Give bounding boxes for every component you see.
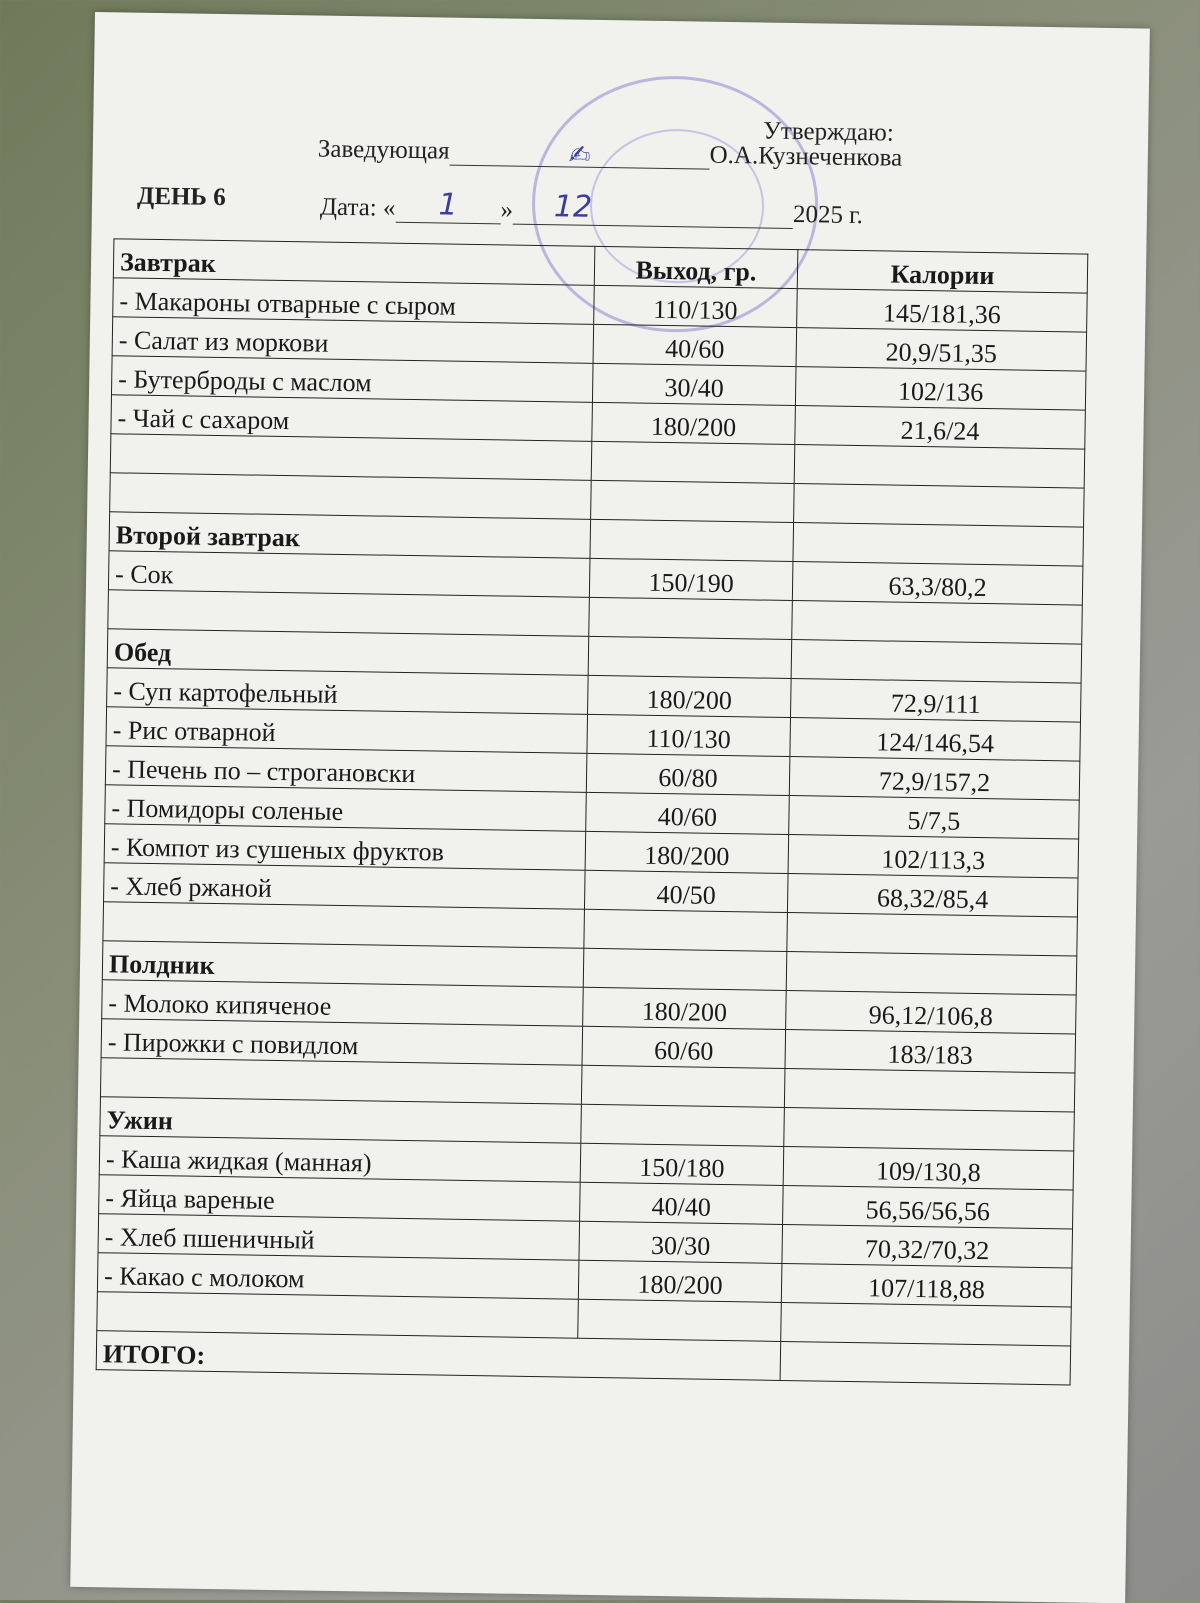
column-header-meal: Завтрак <box>113 238 595 286</box>
calories-value <box>783 1107 1075 1152</box>
total-value <box>780 1341 1071 1385</box>
calories-value: 56,56/56,56 <box>782 1185 1074 1230</box>
dish-name: - Каша жидкая (манная) <box>99 1135 581 1183</box>
signature: ✍ <box>568 140 591 171</box>
dish-name: - Пирожки с повидлом <box>101 1018 583 1066</box>
calories-value: 102/113,3 <box>788 834 1079 879</box>
calories-value <box>786 912 1078 957</box>
calories-value: 5/7,5 <box>788 795 1080 840</box>
yield-value: 40/50 <box>584 870 789 913</box>
yield-value: 150/190 <box>589 558 793 601</box>
yield-value: 60/80 <box>586 753 790 796</box>
dish-name: Ужин <box>99 1096 582 1144</box>
yield-value: 180/200 <box>578 1260 782 1303</box>
calories-value: 96,12/106,8 <box>785 990 1077 1035</box>
calories-value <box>784 1068 1075 1113</box>
calories-value: 124/146,54 <box>789 717 1081 762</box>
dish-name: - Суп картофельный <box>106 667 589 715</box>
dish-name: - Чай с сахаром <box>110 394 593 442</box>
menu-sheet: Утверждаю: Заведующая ✍ О.А.Кузнеченкова Д… <box>70 12 1150 1603</box>
yield-value <box>580 1104 785 1147</box>
yield-value <box>591 441 795 484</box>
yield-value: 40/40 <box>579 1182 784 1225</box>
calories-value: 72,9/157,2 <box>789 756 1080 801</box>
date-close: » <box>500 196 514 224</box>
dish-name: - Печень по – строгановски <box>105 745 587 793</box>
dish-name: Второй завтрак <box>109 511 591 559</box>
calories-value <box>791 639 1082 684</box>
yield-value: 110/130 <box>593 285 798 328</box>
date-line: Дата: « 1 » 12 2025 г. <box>320 186 863 231</box>
day-label: ДЕНЬ 6 <box>136 182 226 212</box>
signature-line: ✍ <box>449 138 710 171</box>
calories-value: 107/118,88 <box>781 1263 1072 1307</box>
yield-value: 40/60 <box>593 324 797 367</box>
calories-value: 109/130,8 <box>783 1146 1074 1191</box>
calories-value: 20,9/51,35 <box>796 327 1087 372</box>
yield-value <box>577 1299 782 1342</box>
dish-name: - Компот из сушеных фруктов <box>104 823 586 871</box>
yield-value: 60/60 <box>582 1026 786 1069</box>
dish-name: - Какао с молоком <box>97 1252 579 1300</box>
dish-name: - Бутерброды с маслом <box>111 355 594 403</box>
dish-name: - Рис отварной <box>105 706 588 754</box>
column-header-yield: Выход, гр. <box>594 246 798 289</box>
dish-name: Полдник <box>102 940 584 988</box>
calories-value: 183/183 <box>784 1029 1076 1074</box>
yield-value: 180/200 <box>582 987 787 1030</box>
yield-value: 30/40 <box>592 363 797 406</box>
calories-value <box>792 522 1084 567</box>
calories-value: 145/181,36 <box>796 288 1088 333</box>
yield-value: 180/200 <box>591 402 796 445</box>
yield-value <box>583 909 788 952</box>
calories-value <box>794 444 1085 489</box>
yield-value <box>588 597 793 640</box>
calories-value <box>793 483 1085 528</box>
calories-value: 72,9/111 <box>790 678 1082 723</box>
yield-value <box>588 636 792 679</box>
yield-value <box>581 1065 785 1108</box>
yield-value: 40/60 <box>585 792 790 835</box>
date-month: 12 <box>553 189 593 225</box>
approver-name: О.А.Кузнеченкова <box>709 141 903 172</box>
calories-value: 70,32/70,32 <box>781 1224 1073 1268</box>
dish-name: - Помидоры соленые <box>104 784 587 832</box>
yield-value: 110/130 <box>586 714 791 757</box>
calories-value <box>780 1302 1072 1346</box>
dish-name: - Макароны отварные с сыром <box>112 277 595 325</box>
dish-name: - Хлеб пшеничный <box>98 1213 580 1261</box>
yield-value <box>589 519 794 562</box>
yield-value <box>590 480 795 523</box>
manager-label: Заведующая <box>317 135 450 165</box>
yield-value: 150/180 <box>580 1143 784 1186</box>
yield-value: 180/200 <box>585 831 789 874</box>
calories-value: 102/136 <box>795 366 1086 411</box>
calories-value <box>786 951 1077 996</box>
calories-value: 68,32/85,4 <box>787 873 1079 918</box>
dish-name: - Хлеб ржаной <box>103 862 586 910</box>
column-header-calories: Калории <box>797 249 1088 294</box>
calories-value <box>791 600 1083 645</box>
date-year: 2025 г. <box>792 200 864 230</box>
date-day: 1 <box>438 187 458 223</box>
calories-value: 63,3/80,2 <box>792 561 1083 606</box>
calories-value: 21,6/24 <box>794 405 1086 450</box>
dish-name: - Молоко кипяченое <box>101 979 584 1027</box>
dish-name: - Яйца вареные <box>98 1174 581 1222</box>
date-label: Дата: « <box>319 193 396 222</box>
yield-value <box>583 948 787 991</box>
dish-name: - Салат из моркови <box>112 316 594 364</box>
yield-value: 180/200 <box>587 675 792 718</box>
menu-table: Завтрак Выход, гр. Калории - Макароны от… <box>96 238 1089 1385</box>
yield-value: 30/30 <box>578 1221 783 1264</box>
